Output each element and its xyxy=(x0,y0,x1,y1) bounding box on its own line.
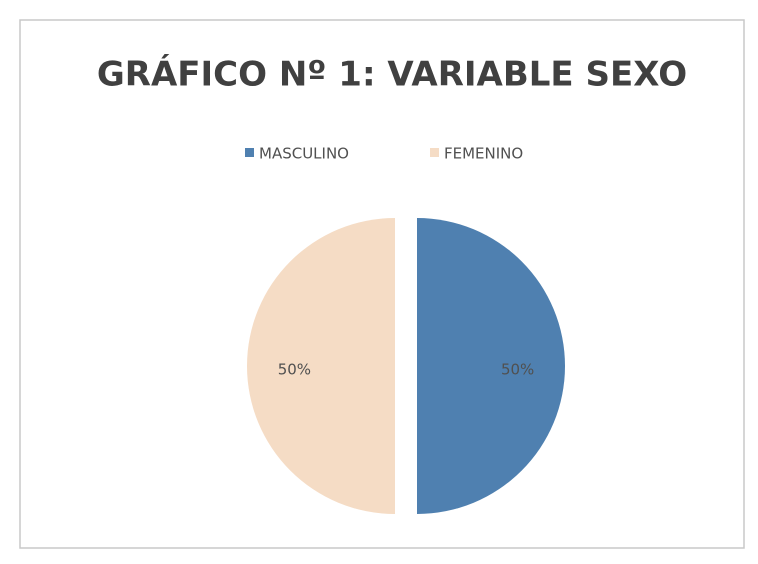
legend-swatch xyxy=(430,148,439,157)
data-label: 50% xyxy=(278,361,311,379)
pie-slice xyxy=(417,218,565,514)
legend-label: MASCULINO xyxy=(259,145,349,163)
pie-slice xyxy=(247,218,395,514)
legend-label: FEMENINO xyxy=(444,145,523,163)
legend-swatch xyxy=(245,148,254,157)
chart-title: GRÁFICO Nº 1: VARIABLE SEXO xyxy=(97,54,687,95)
data-label: 50% xyxy=(501,361,534,379)
